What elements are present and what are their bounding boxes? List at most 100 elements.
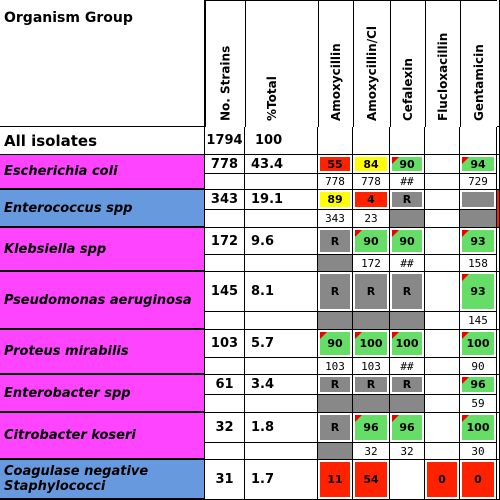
result-red: 55 xyxy=(320,157,350,171)
pct: 3.4 xyxy=(245,375,318,395)
header-drug: Amoxycillin/Cl xyxy=(353,0,390,127)
pct: 1.7 xyxy=(245,460,318,500)
comment-marker xyxy=(355,332,362,339)
result-text: R xyxy=(330,234,340,248)
result-green: 93 xyxy=(462,230,494,252)
count-cell: ## xyxy=(390,255,425,272)
comment-marker xyxy=(355,415,362,422)
organism-name: Pseudomonas aeruginosa xyxy=(0,272,205,330)
result-gray: R xyxy=(392,274,422,309)
pct-sub xyxy=(245,210,318,228)
all-name: All isolates xyxy=(0,127,205,155)
organism-name: Proteus mirabilis xyxy=(0,330,205,375)
result-gray: R xyxy=(320,274,350,309)
drug-cell: R xyxy=(390,272,425,312)
pct: 19.1 xyxy=(245,190,318,210)
count-cell xyxy=(425,255,460,272)
drug-cell: 100 xyxy=(353,330,390,358)
drug-cell: 54 xyxy=(353,460,390,500)
drug-cell xyxy=(390,460,425,500)
drug-cell: 90 xyxy=(353,228,390,255)
result-text: 100 xyxy=(466,337,490,350)
strains: 31 xyxy=(205,460,245,500)
count-cell xyxy=(425,174,460,190)
count-cell: 145 xyxy=(460,312,497,330)
result-gray: R xyxy=(320,377,350,392)
header-strains: No. Strains xyxy=(205,0,245,127)
result-text: R xyxy=(402,378,412,391)
result-text: 100 xyxy=(395,337,419,350)
blank-cell xyxy=(318,127,353,155)
result-text: 0 xyxy=(438,473,446,486)
result-green: 96 xyxy=(392,415,422,440)
result-gray: R xyxy=(320,230,350,252)
pct: 5.7 xyxy=(245,330,318,358)
comment-marker xyxy=(462,230,469,237)
drug-cell xyxy=(425,190,460,210)
result-gray: R xyxy=(320,415,350,440)
result-text: 96 xyxy=(399,421,415,434)
pct-sub xyxy=(245,443,318,460)
count-cell: 103 xyxy=(318,358,353,375)
drug-cell: R xyxy=(353,272,390,312)
pct: 8.1 xyxy=(245,272,318,312)
result-green: 90 xyxy=(392,157,422,171)
result-green: 94 xyxy=(462,157,494,171)
strains: 61 xyxy=(205,375,245,395)
count-cell: 90 xyxy=(460,358,497,375)
count-cell xyxy=(460,210,497,228)
comment-marker xyxy=(462,274,469,281)
strains-sub xyxy=(205,174,245,190)
strains-sub xyxy=(205,443,245,460)
drug-cell: 100 xyxy=(460,330,497,358)
drug-cell xyxy=(425,272,460,312)
count-cell: 59 xyxy=(460,395,497,413)
pct-sub xyxy=(245,255,318,272)
count-cell xyxy=(390,312,425,330)
pct: 1.8 xyxy=(245,413,318,443)
drug-cell: 0 xyxy=(425,460,460,500)
header-drug: Cefalexin xyxy=(390,0,425,127)
drug-cell: R xyxy=(318,228,353,255)
result-yellow: 84 xyxy=(355,157,387,171)
result-text: R xyxy=(402,193,412,206)
result-text: 100 xyxy=(359,337,383,350)
header-pct: %Total xyxy=(245,0,318,127)
drug-cell: 100 xyxy=(460,413,497,443)
count-cell xyxy=(353,312,390,330)
drug-cell xyxy=(425,155,460,174)
result-red: 54 xyxy=(355,462,387,497)
result-text: 54 xyxy=(363,473,379,486)
pct-sub xyxy=(245,312,318,330)
pct-sub xyxy=(245,174,318,190)
drug-cell: R xyxy=(353,375,390,395)
strains-sub xyxy=(205,312,245,330)
result-green: 100 xyxy=(462,332,494,355)
result-green: 90 xyxy=(320,332,350,355)
drug-cell: 90 xyxy=(390,228,425,255)
result-text: 94 xyxy=(470,157,486,171)
result-green: 96 xyxy=(462,377,494,392)
drug-cell: 90 xyxy=(318,330,353,358)
count-cell: 158 xyxy=(460,255,497,272)
count-cell: 32 xyxy=(390,443,425,460)
result-green: 100 xyxy=(462,415,494,440)
drug-cell: 96 xyxy=(353,413,390,443)
drug-cell: R xyxy=(318,272,353,312)
result-text: 90 xyxy=(327,337,343,350)
drug-cell: R xyxy=(390,190,425,210)
blank-cell xyxy=(460,127,497,155)
drug-cell: 89 xyxy=(318,190,353,210)
all-strains: 1794 xyxy=(205,127,245,155)
pct-sub xyxy=(245,395,318,413)
result-text: 0 xyxy=(474,473,482,486)
header-organism: Organism Group xyxy=(0,0,205,127)
all-pct: 100 xyxy=(245,127,318,155)
result-green: 90 xyxy=(355,230,387,252)
comment-marker xyxy=(462,415,469,422)
comment-marker xyxy=(392,415,399,422)
count-cell: ## xyxy=(390,174,425,190)
result-green: 100 xyxy=(392,332,422,355)
